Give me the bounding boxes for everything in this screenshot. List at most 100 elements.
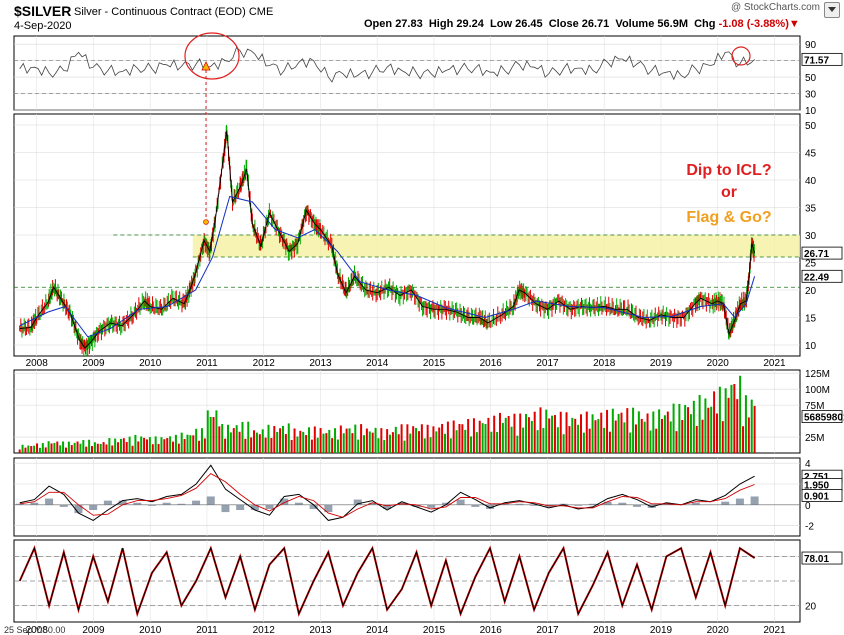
annotation-flag-and-go: Flag & Go? (686, 209, 771, 226)
macd-histogram-bar (559, 503, 568, 505)
chg-label: Chg (694, 18, 716, 30)
macd-hist-readout-box (801, 489, 843, 502)
macd-histogram-bar (441, 502, 450, 505)
axis-labels: 2008 2009 2010 2011 2012 2013 2014 2015 2016 2017… (4, 40, 844, 635)
price-y-tick: 35 (805, 204, 817, 215)
macd-histogram-bar (309, 504, 318, 509)
highlight-dot (203, 219, 209, 225)
price-y-tick: 15 (805, 314, 817, 325)
macd-histogram-bar (15, 503, 24, 505)
macd-histogram-bar (633, 504, 642, 507)
annotation-layer: Dip to ICL? or Flag & Go? (686, 162, 771, 226)
top-osc-y-tick: 90 (805, 40, 817, 51)
volume-y-tick: 75M (805, 401, 824, 412)
macd-histogram-bar (74, 504, 83, 514)
bottom-x-tick: 2019 (650, 625, 673, 635)
price-x-tick: 2016 (480, 358, 503, 369)
macd-y-tick: 0 (805, 501, 811, 512)
price-y-tick: 40 (805, 176, 817, 187)
price-x-tick: 2012 (253, 358, 276, 369)
data-layer (14, 32, 800, 618)
price-y-tick: 30 (805, 231, 817, 242)
macd-histogram-bar (603, 501, 612, 505)
macd-histogram-bar (412, 504, 421, 507)
macd-histogram-bar (471, 504, 480, 507)
macd-histogram-bar (206, 496, 215, 505)
volume-y-tick: 100M (805, 385, 830, 396)
bottom-x-tick: 2015 (423, 625, 446, 635)
top-osc-highlight-ellipse (184, 32, 240, 80)
warning-triangle-icon (201, 61, 211, 71)
macd-histogram-bar (103, 500, 112, 505)
macd-histogram-bar (530, 504, 539, 506)
macd-histogram-bar (221, 504, 230, 513)
close-value: 26.71 (581, 18, 610, 30)
bottom-x-tick: 2013 (309, 625, 332, 635)
macd-hist-readout: 0.901 (804, 491, 829, 502)
bottom-osc-line (19, 546, 755, 616)
chart-header: $SILVER Silver - Continuous Contract (EO… (0, 0, 844, 34)
macd-histogram-bar (515, 503, 524, 505)
top-osc-readout-box (801, 52, 843, 66)
macd-histogram-bar (118, 500, 127, 505)
ohlc-readout: Open 27.83 High 29.24 Low 26.45 Close 26… (364, 18, 800, 30)
open-label: Open (364, 18, 393, 30)
macd-histogram-bar (750, 496, 759, 505)
annotation-or: or (721, 184, 737, 201)
symbol-label: $SILVER (14, 3, 72, 19)
macd-histogram-bar (236, 504, 245, 510)
bottom-x-tick: 2008 (26, 625, 49, 635)
volume-y-tick: 125M (805, 369, 830, 380)
macd-histogram-bar (280, 498, 289, 505)
bottom-x-tick: 2020 (707, 625, 730, 635)
macd-histogram-bar (662, 503, 671, 505)
macd-histogram-bar (574, 504, 583, 506)
price-ma-readout-box (801, 269, 843, 283)
price-y-tick: 20 (805, 286, 817, 297)
macd-histogram-bar (147, 504, 156, 506)
macd-histogram-bar (500, 503, 509, 505)
panel-frame-top (13, 35, 801, 111)
price-x-tick: 2009 (82, 358, 105, 369)
chg-arrow-icon: ▼ (788, 18, 800, 30)
macd-signal-readout: 1.950 (804, 481, 829, 492)
bottom-osc-readout-box (801, 551, 843, 565)
macd-histogram-bar (691, 502, 700, 505)
dropdown-arrow-icon[interactable] (824, 2, 840, 18)
top-osc-y-tick: 30 (805, 90, 817, 101)
high-label: High (428, 18, 454, 30)
bottom-x-tick: 2017 (536, 625, 559, 635)
high-value: 29.24 (456, 18, 484, 30)
bottom-x-tick: 2010 (139, 625, 162, 635)
cursor-date-readout: 25 Sep Y:50.00 (4, 625, 65, 635)
macd-histogram-bar (383, 504, 392, 509)
volume-value: 56.9M (657, 18, 688, 30)
stockcharts-brand: @ StockCharts.com (730, 2, 820, 13)
price-x-tick: 2013 (309, 358, 332, 369)
price-x-tick: 2017 (536, 358, 559, 369)
macd-y-tick: -2 (805, 522, 814, 533)
price-x-tick: 2020 (707, 358, 730, 369)
bottom-x-tick: 2018 (593, 625, 616, 635)
price-y-tick: 25 (805, 259, 817, 270)
price-x-tick: 2010 (139, 358, 162, 369)
chg-value: -1.08 (-3.88%) (718, 18, 789, 30)
volume-readout-box (801, 410, 843, 424)
bottom-x-tick: 2011 (196, 625, 218, 635)
low-label: Low (490, 18, 513, 30)
price-x-tick: 2018 (593, 358, 616, 369)
top-osc-y-tick: 50 (805, 73, 817, 84)
price-y-tick: 45 (805, 149, 817, 160)
price-close-readout-box (801, 246, 843, 260)
macd-histogram-bar (265, 504, 274, 509)
chart-date: 4-Sep-2020 (14, 20, 72, 32)
grid-lines (14, 36, 800, 622)
resistance-zone (192, 235, 800, 257)
macd-histogram-bar (427, 504, 436, 508)
macd-value-readout: 2.751 (804, 472, 829, 483)
symbol-description: Silver - Continuous Contract (EOD) CME (74, 6, 274, 18)
low-value: 26.45 (515, 18, 543, 30)
price-y-tick: 50 (805, 121, 817, 132)
price-x-tick: 2015 (423, 358, 446, 369)
